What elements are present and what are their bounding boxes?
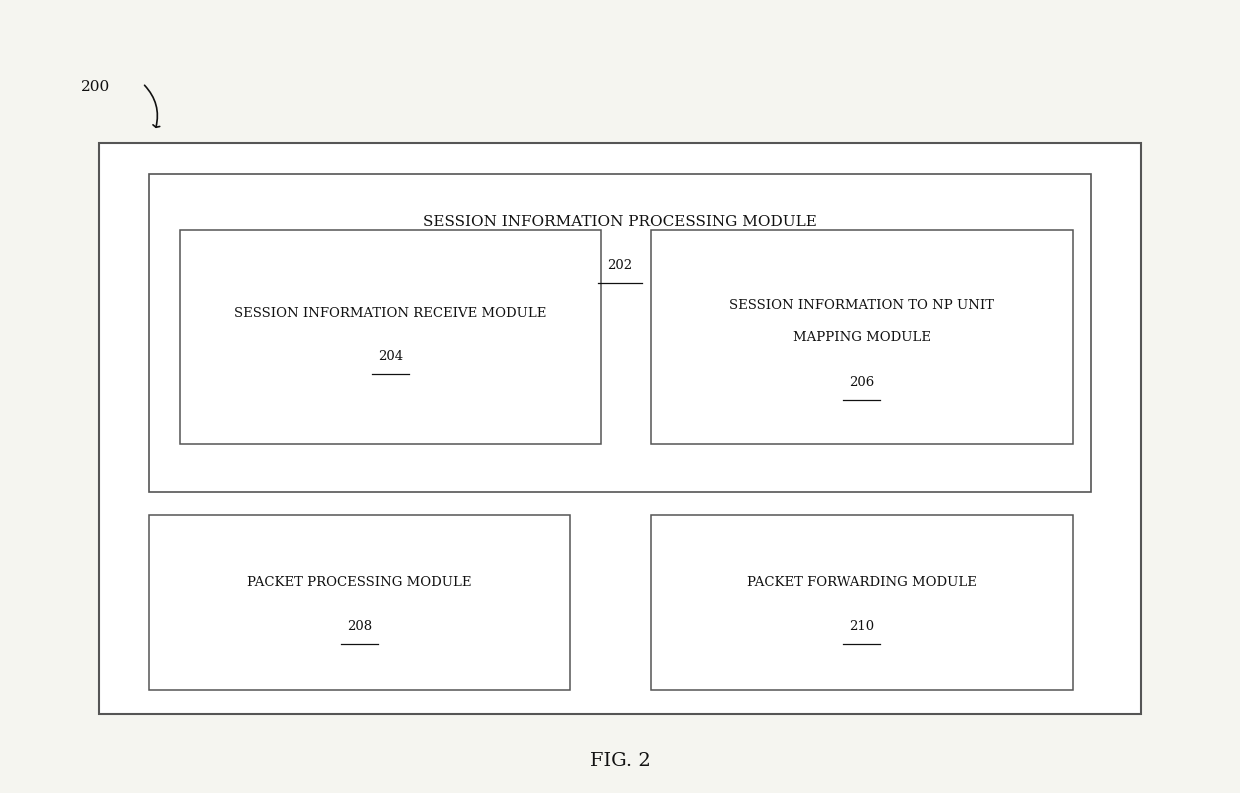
Text: 210: 210: [849, 620, 874, 633]
FancyBboxPatch shape: [99, 143, 1141, 714]
FancyBboxPatch shape: [180, 230, 601, 444]
Text: PACKET FORWARDING MODULE: PACKET FORWARDING MODULE: [746, 577, 977, 589]
Text: PACKET PROCESSING MODULE: PACKET PROCESSING MODULE: [247, 577, 472, 589]
Text: SESSION INFORMATION PROCESSING MODULE: SESSION INFORMATION PROCESSING MODULE: [423, 215, 817, 229]
Text: FIG. 2: FIG. 2: [590, 753, 650, 770]
Text: SESSION INFORMATION TO NP UNIT: SESSION INFORMATION TO NP UNIT: [729, 299, 994, 312]
FancyBboxPatch shape: [651, 230, 1073, 444]
Text: 202: 202: [608, 259, 632, 272]
Text: 200: 200: [81, 80, 110, 94]
Text: 206: 206: [849, 376, 874, 389]
FancyBboxPatch shape: [651, 515, 1073, 690]
FancyBboxPatch shape: [149, 515, 570, 690]
Text: SESSION INFORMATION RECEIVE MODULE: SESSION INFORMATION RECEIVE MODULE: [234, 307, 547, 320]
Text: 208: 208: [347, 620, 372, 633]
FancyBboxPatch shape: [149, 174, 1091, 492]
Text: 204: 204: [378, 351, 403, 363]
Text: MAPPING MODULE: MAPPING MODULE: [792, 331, 931, 343]
